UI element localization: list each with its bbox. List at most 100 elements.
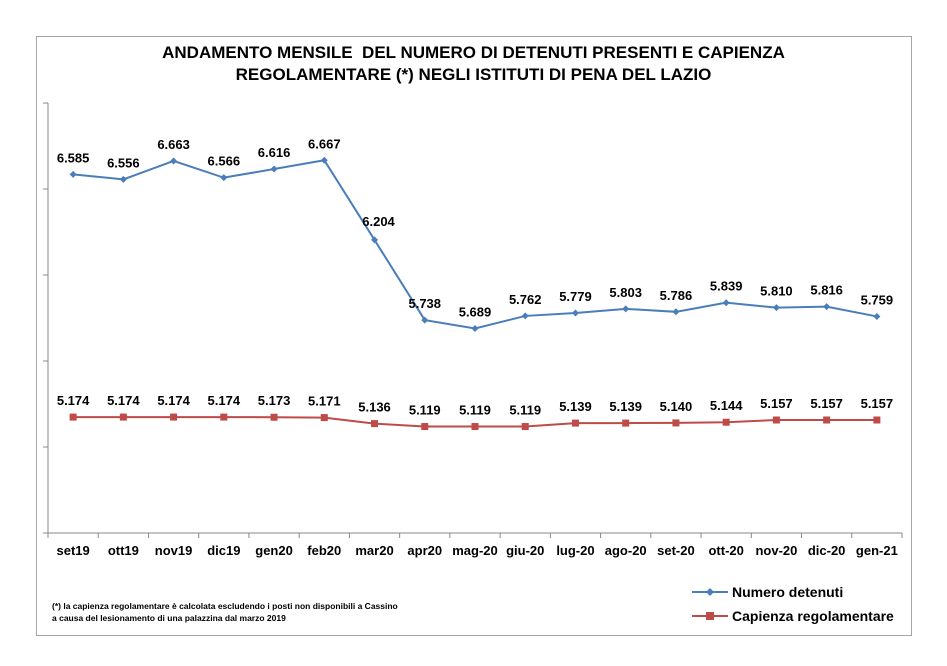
footnote-line-1: (*) la capienza regolamentare è calcolat… [52,601,398,611]
data-label: 5.119 [459,403,491,418]
data-point [622,419,630,427]
x-tick-label: giu-20 [506,543,544,558]
x-tick-label: gen-21 [856,543,898,558]
legend-item-numero-detenuti: Numero detenuti [690,582,894,606]
data-point [521,312,529,320]
x-tick-label: feb20 [307,543,341,558]
data-point [69,413,77,421]
data-label: 6.663 [157,137,190,152]
data-point [421,423,429,431]
data-point [371,420,379,428]
series-line-numero-detenuti [73,159,878,330]
data-label: 5.144 [710,398,743,413]
data-point [672,308,680,316]
x-tick-label: mag-20 [452,543,498,558]
data-point [873,416,881,424]
data-point [119,413,127,421]
data-label: 5.762 [509,292,542,307]
data-point [119,175,127,183]
data-point [220,174,228,182]
data-point [722,299,730,307]
data-label: 5.803 [609,285,642,300]
x-tick-label: ago-20 [605,543,647,558]
x-tick-label: set19 [56,543,89,558]
data-label: 5.174 [157,393,190,408]
x-tick-label: ott-20 [708,543,743,558]
data-label: 5.139 [559,399,592,414]
data-label: 5.174 [107,393,140,408]
data-point [672,419,680,427]
data-point [471,423,479,431]
data-point [823,303,831,311]
data-label: 5.173 [258,393,291,408]
legend-item-capienza: Capienza regolamentare [690,606,894,630]
data-label: 5.810 [760,284,793,299]
data-point [571,309,579,317]
data-point [571,419,579,427]
data-label: 5.174 [57,393,90,408]
data-label: 6.667 [308,136,341,151]
data-point [622,305,630,313]
data-point [823,416,831,424]
data-label: 5.174 [208,393,241,408]
data-point [270,413,278,421]
data-point [873,312,881,320]
legend-swatch-capienza [692,612,728,620]
chart-title-line-2: REGOLAMENTARE (*) NEGLI ISTITUTI DI PENA… [235,65,712,84]
data-label: 5.119 [509,403,541,418]
data-point [471,324,479,332]
x-tick-label: ott19 [108,543,139,558]
data-label: 6.616 [258,145,291,160]
data-point [69,170,77,178]
data-label: 5.839 [710,279,743,294]
x-tick-label: lug-20 [556,543,594,558]
data-label: 5.157 [861,396,894,411]
data-label: 5.171 [308,394,341,409]
data-point [170,157,178,165]
data-label: 5.816 [810,283,843,298]
legend-label-capienza: Capienza regolamentare [732,608,894,624]
data-label: 5.779 [559,289,592,304]
data-point [220,413,228,421]
x-tick-label: nov-20 [755,543,797,558]
data-label: 6.566 [208,154,241,169]
data-label: 5.738 [408,296,441,311]
data-label: 6.204 [362,214,395,229]
x-tick-label: apr20 [407,543,442,558]
data-label: 5.136 [358,400,391,415]
data-point [170,413,178,421]
data-label: 5.689 [459,304,492,319]
data-label: 6.585 [57,150,90,165]
data-point [772,416,780,424]
chart-frame [36,36,912,636]
data-label: 5.157 [810,396,843,411]
x-tick-label: mar20 [355,543,393,558]
legend-label-numero-detenuti: Numero detenuti [732,584,844,600]
chart-title-line-1: ANDAMENTO MENSILE DEL NUMERO DI DETENUTI… [162,43,785,62]
data-point [722,418,730,426]
footnote-line-2: a causa del lesionamento di una palazzin… [52,613,286,623]
x-tick-label: nov19 [155,543,193,558]
x-tick-label: set-20 [657,543,695,558]
data-label: 5.119 [409,403,441,418]
legend: Numero detenuti Capienza regolamentare [690,582,894,630]
data-label: 5.140 [660,399,693,414]
data-point [320,156,328,164]
data-label: 6.556 [107,155,140,170]
data-point [521,423,529,431]
data-point [772,304,780,312]
data-point [270,165,278,173]
data-point [371,236,379,244]
data-point [421,316,429,324]
data-label: 5.786 [660,288,693,303]
x-tick-label: dic19 [207,543,240,558]
data-label: 5.139 [609,399,642,414]
chart-title: ANDAMENTO MENSILE DEL NUMERO DI DETENUTI… [0,42,947,86]
legend-swatch-numero-detenuti [692,588,728,596]
x-tick-label: dic-20 [808,543,846,558]
data-label: 5.759 [861,292,894,307]
data-label: 5.157 [760,396,793,411]
x-tick-label: gen20 [255,543,293,558]
footnote: (*) la capienza regolamentare è calcolat… [52,600,398,624]
